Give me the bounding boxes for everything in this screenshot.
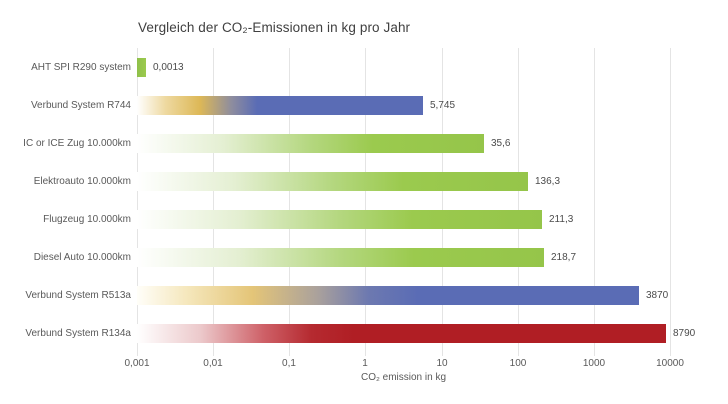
category-label: Diesel Auto 10.000km [33, 251, 131, 263]
value-label: 211,3 [549, 214, 574, 225]
category-label: Verbund System R513a [25, 289, 131, 301]
value-label: 0,0013 [153, 62, 184, 73]
plot-area: 0,0013 5,745 35,6 136,3 211,3 218,7 3870 8790 [137, 48, 695, 356]
category-label: Elektroauto 10.000km [33, 175, 131, 187]
value-label: 35,6 [491, 138, 511, 149]
category-axis: AHT SPI R290 system Verbund System R744 IC… [0, 48, 131, 352]
gridline [594, 48, 595, 356]
x-tick-label: 0,001 [124, 358, 150, 369]
gridline [289, 48, 290, 356]
x-tick-label: 1 [362, 358, 368, 369]
x-tick-label: 10000 [656, 358, 684, 369]
bar-5 [137, 210, 542, 229]
bar-6 [137, 248, 544, 267]
category-label: IC or ICE Zug 10.000km [23, 137, 131, 149]
category-label: Verbund System R134a [25, 327, 131, 339]
value-label: 3870 [646, 290, 669, 301]
category-label: Flugzeug 10.000km [43, 213, 131, 225]
bar-8 [137, 324, 666, 343]
category-label: AHT SPI R290 system [31, 61, 131, 73]
category-label: Verbund System R744 [30, 99, 131, 111]
x-tick-label: 100 [509, 358, 527, 369]
chart-title: Vergleich der CO₂-Emissionen in kg pro J… [138, 20, 411, 35]
gridline [137, 48, 138, 356]
gridline [365, 48, 366, 356]
value-label: 136,3 [535, 176, 561, 187]
x-axis-label: CO₂ emission in kg [360, 372, 447, 383]
gridline [213, 48, 214, 356]
value-label: 5,745 [430, 100, 456, 111]
bar-7 [137, 286, 639, 305]
gridline [670, 48, 671, 356]
bar-2 [137, 96, 423, 115]
bar-3 [137, 134, 484, 153]
x-tick-label: 10 [436, 358, 448, 369]
value-label: 8790 [673, 328, 696, 339]
x-axis-ticks: 0,001 0,01 0,1 1 10 100 1000 10000 [0, 358, 728, 371]
bar-4 [137, 172, 528, 191]
gridline [442, 48, 443, 356]
x-tick-label: 0,01 [203, 358, 223, 369]
bar-1 [137, 58, 146, 77]
x-tick-label: 1000 [582, 358, 606, 369]
gridline [518, 48, 519, 356]
value-label: 218,7 [551, 252, 577, 263]
x-tick-label: 0,1 [282, 358, 296, 369]
